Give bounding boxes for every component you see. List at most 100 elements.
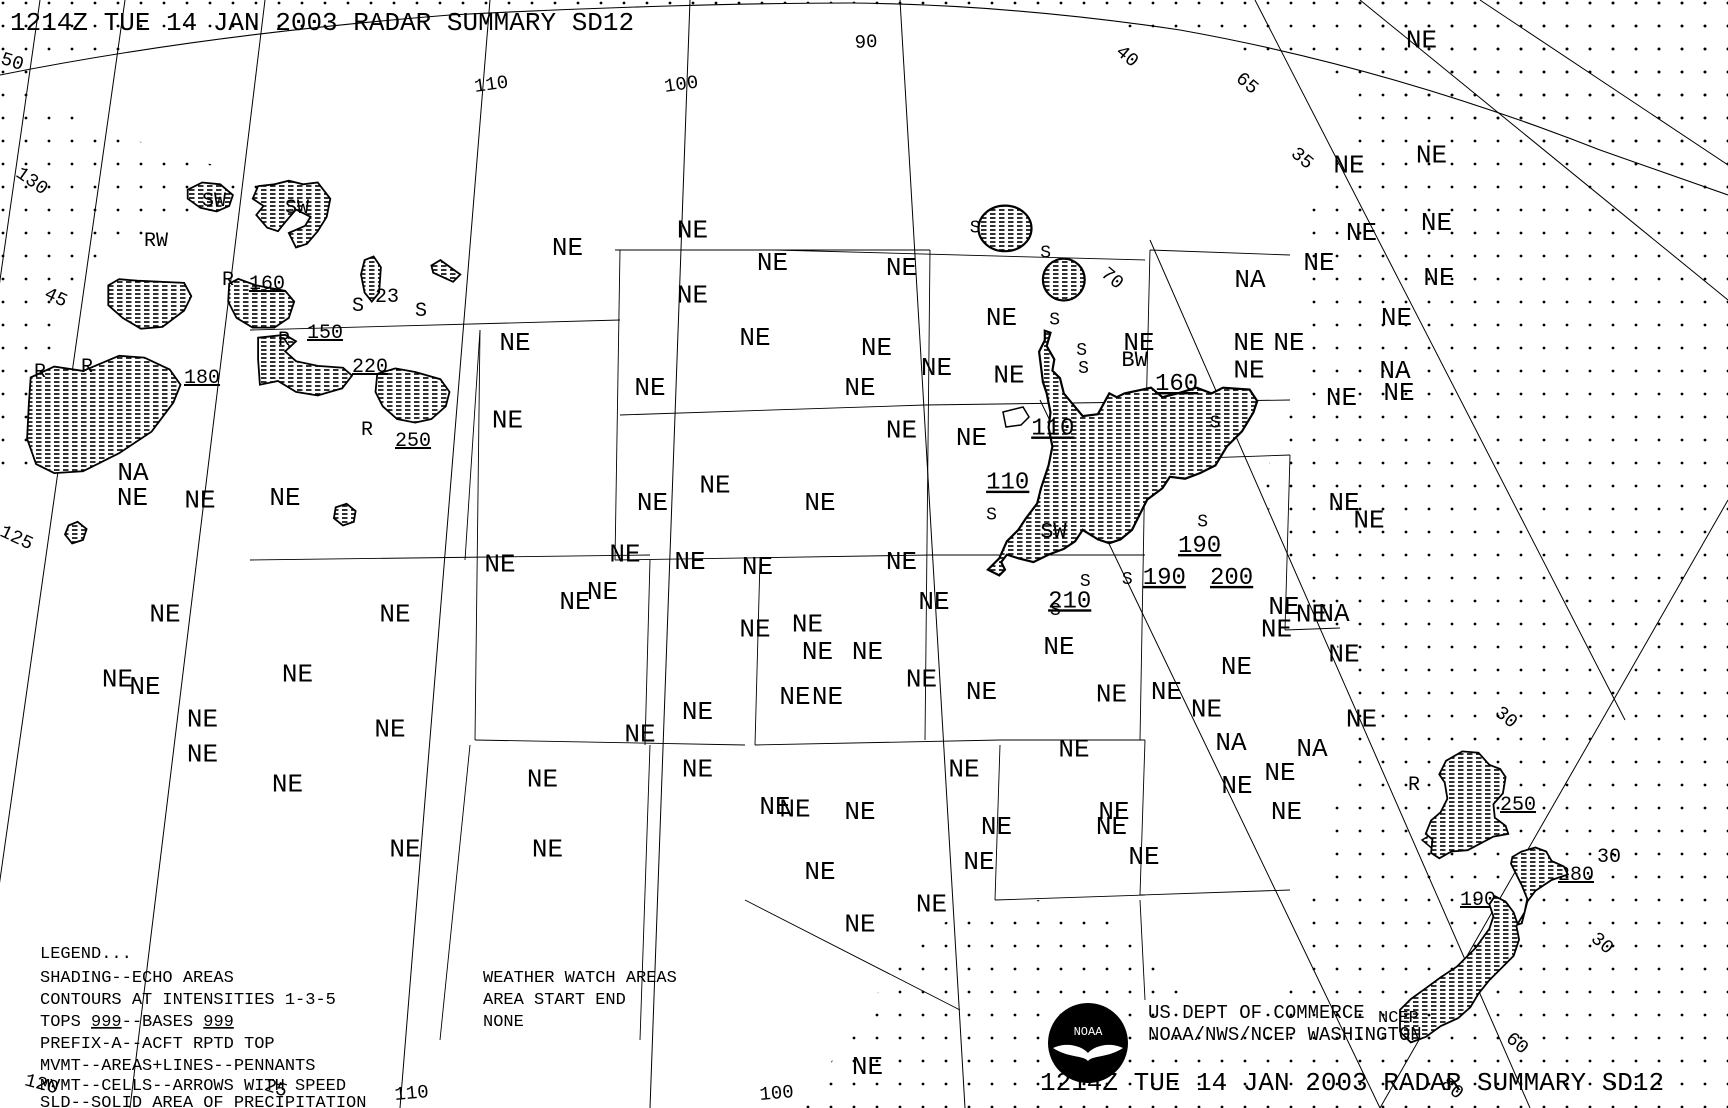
svg-text:NE: NE bbox=[374, 715, 405, 745]
svg-text:250: 250 bbox=[1500, 794, 1536, 817]
svg-text:NE: NE bbox=[886, 253, 917, 283]
svg-text:180: 180 bbox=[184, 367, 220, 390]
svg-text:190: 190 bbox=[1178, 533, 1221, 560]
svg-text:NE: NE bbox=[981, 812, 1012, 842]
svg-text:NE: NE bbox=[699, 471, 730, 501]
svg-text:NE: NE bbox=[802, 637, 833, 667]
svg-text:NE: NE bbox=[906, 665, 937, 695]
svg-text:NE: NE bbox=[1123, 328, 1154, 358]
svg-text:NE: NE bbox=[1333, 151, 1364, 181]
svg-text:NE: NE bbox=[1406, 26, 1437, 56]
svg-text:NE: NE bbox=[1381, 303, 1412, 333]
svg-text:NE: NE bbox=[1261, 615, 1292, 645]
svg-text:NE: NE bbox=[1233, 328, 1264, 358]
svg-text:NA: NA bbox=[1215, 728, 1247, 758]
svg-text:NE: NE bbox=[187, 740, 218, 770]
svg-text:NA: NA bbox=[1234, 265, 1266, 295]
svg-text:AREA START END: AREA START END bbox=[483, 991, 626, 1010]
svg-text:NE: NE bbox=[499, 328, 530, 358]
svg-text:NE: NE bbox=[492, 406, 523, 436]
svg-text:NE: NE bbox=[948, 755, 979, 785]
svg-text:NE: NE bbox=[117, 483, 148, 513]
svg-text:NE: NE bbox=[269, 483, 300, 513]
svg-text:S: S bbox=[415, 300, 427, 323]
svg-text:NE: NE bbox=[552, 233, 583, 263]
svg-text:100: 100 bbox=[759, 1081, 795, 1106]
svg-text:NE: NE bbox=[1096, 680, 1127, 710]
svg-text:23: 23 bbox=[375, 286, 399, 309]
svg-text:NE: NE bbox=[916, 890, 947, 920]
svg-text:NE: NE bbox=[1098, 797, 1129, 827]
svg-text:S: S bbox=[1122, 570, 1133, 590]
svg-text:NE: NE bbox=[918, 587, 949, 617]
svg-text:S: S bbox=[986, 505, 997, 525]
svg-text:NE: NE bbox=[844, 910, 875, 940]
svg-text:SLD--SOLID AREA OF PRECIPITATI: SLD--SOLID AREA OF PRECIPITATION bbox=[40, 1094, 366, 1108]
svg-text:NE: NE bbox=[1043, 632, 1074, 662]
svg-text:R: R bbox=[81, 356, 93, 379]
svg-text:NE: NE bbox=[1191, 695, 1222, 725]
svg-text:NE: NE bbox=[852, 1052, 883, 1082]
svg-text:S: S bbox=[1076, 341, 1087, 361]
svg-text:NE: NE bbox=[963, 847, 994, 877]
svg-text:R: R bbox=[222, 269, 234, 292]
svg-text:NE: NE bbox=[379, 600, 410, 630]
svg-text:110: 110 bbox=[1031, 416, 1074, 443]
svg-text:NE: NE bbox=[389, 835, 420, 865]
svg-text:SHADING--ECHO AREAS: SHADING--ECHO AREAS bbox=[40, 969, 234, 988]
svg-text:220: 220 bbox=[352, 356, 388, 379]
svg-text:NE: NE bbox=[1346, 218, 1377, 248]
svg-text:NE: NE bbox=[187, 705, 218, 735]
svg-text:NE: NE bbox=[1264, 758, 1295, 788]
svg-text:S: S bbox=[1040, 244, 1051, 264]
svg-text:CONTOURS AT INTENSITIES 1-3-5: CONTOURS AT INTENSITIES 1-3-5 bbox=[40, 991, 336, 1010]
svg-text:110: 110 bbox=[986, 470, 1029, 497]
svg-text:NE: NE bbox=[1273, 328, 1304, 358]
svg-text:90: 90 bbox=[854, 31, 878, 54]
svg-text:NE: NE bbox=[1383, 378, 1414, 408]
svg-text:NE: NE bbox=[757, 248, 788, 278]
svg-text:NE: NE bbox=[1416, 141, 1447, 171]
svg-text:NE: NE bbox=[1328, 640, 1359, 670]
svg-text:NE: NE bbox=[559, 587, 590, 617]
svg-text:1214Z TUE 14 JAN 2003 RADAR SU: 1214Z TUE 14 JAN 2003 RADAR SUMMARY SD12 bbox=[10, 8, 634, 38]
svg-text:1214Z TUE 14 JAN 2003 RADAR SU: 1214Z TUE 14 JAN 2003 RADAR SUMMARY SD12 bbox=[1040, 1068, 1664, 1098]
svg-text:R: R bbox=[361, 419, 373, 442]
svg-text:NE: NE bbox=[1326, 383, 1357, 413]
svg-text:NE: NE bbox=[1303, 248, 1334, 278]
svg-text:NE: NE bbox=[852, 637, 883, 667]
svg-text:250: 250 bbox=[395, 430, 431, 453]
svg-text:NE: NE bbox=[149, 600, 180, 630]
svg-text:SW: SW bbox=[285, 197, 309, 220]
svg-text:NE: NE bbox=[624, 720, 655, 750]
svg-text:150: 150 bbox=[307, 322, 343, 345]
svg-text:NE: NE bbox=[527, 765, 558, 795]
svg-text:NCEP: NCEP bbox=[1378, 1009, 1419, 1028]
svg-text:WEATHER WATCH AREAS: WEATHER WATCH AREAS bbox=[483, 969, 677, 988]
svg-text:NE: NE bbox=[993, 361, 1024, 391]
svg-text:NE: NE bbox=[184, 486, 215, 516]
svg-text:NE: NE bbox=[844, 373, 875, 403]
svg-text:NE: NE bbox=[779, 682, 810, 712]
svg-text:NE: NE bbox=[1346, 705, 1377, 735]
svg-text:30: 30 bbox=[1597, 846, 1621, 869]
svg-text:R: R bbox=[34, 361, 46, 384]
svg-text:NE: NE bbox=[1296, 600, 1327, 630]
svg-text:NE: NE bbox=[1058, 735, 1089, 765]
svg-text:NE: NE bbox=[682, 755, 713, 785]
svg-text:NE: NE bbox=[587, 577, 618, 607]
svg-text:NE: NE bbox=[1233, 356, 1264, 386]
svg-text:S: S bbox=[1210, 413, 1221, 433]
svg-text:NE: NE bbox=[844, 797, 875, 827]
svg-text:NE: NE bbox=[812, 682, 843, 712]
svg-text:NE: NE bbox=[1271, 797, 1302, 827]
svg-text:NE: NE bbox=[609, 540, 640, 570]
svg-text:NE: NE bbox=[677, 281, 708, 311]
svg-text:NE: NE bbox=[1421, 208, 1452, 238]
svg-text:NONE: NONE bbox=[483, 1013, 524, 1032]
svg-text:R: R bbox=[278, 329, 290, 352]
svg-text:190: 190 bbox=[1143, 565, 1186, 592]
svg-text:NE: NE bbox=[742, 552, 773, 582]
svg-text:NE: NE bbox=[956, 423, 987, 453]
svg-text:NE: NE bbox=[1151, 677, 1182, 707]
